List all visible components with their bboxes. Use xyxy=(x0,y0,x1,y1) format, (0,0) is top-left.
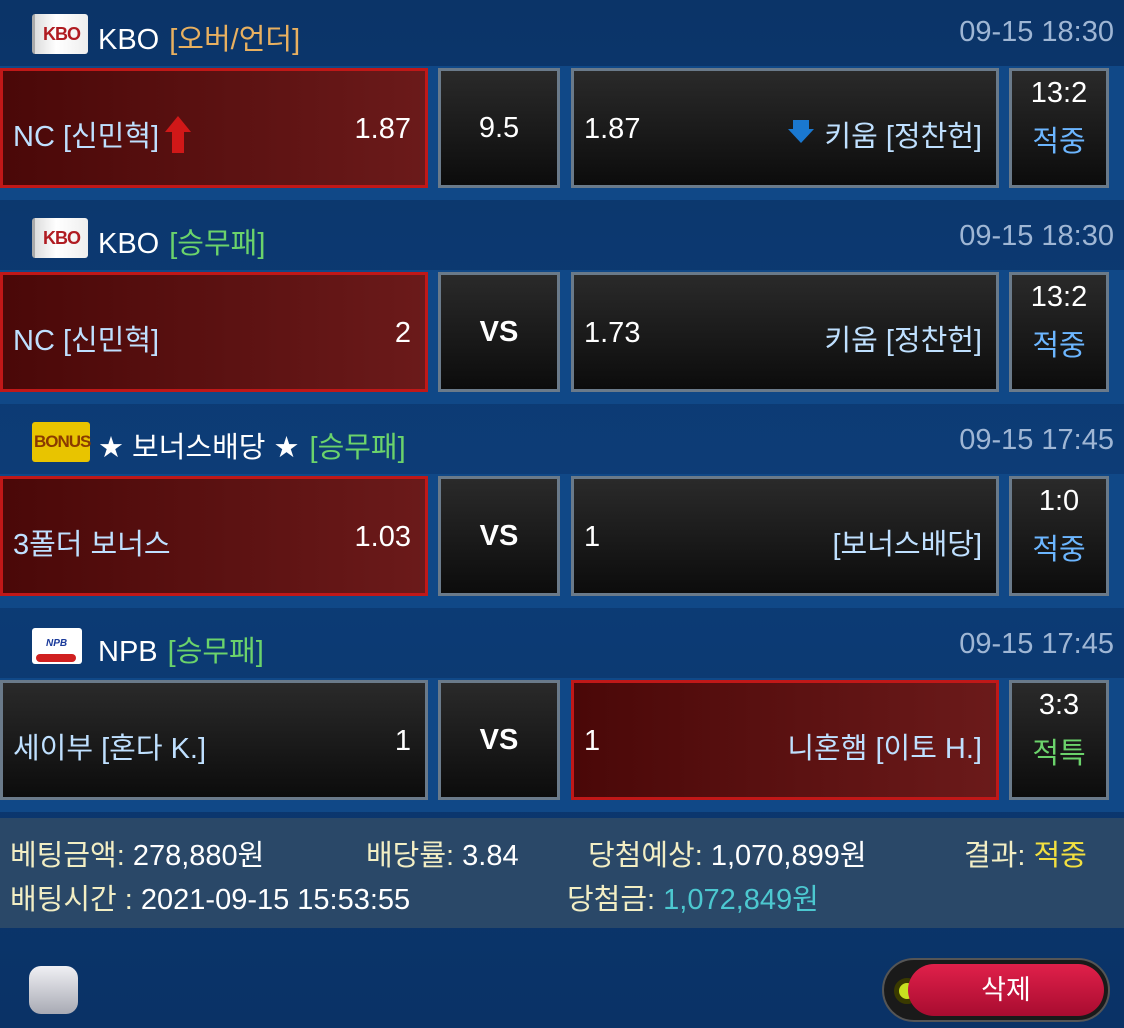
match-score: 1:0 xyxy=(1038,485,1080,517)
home-option[interactable]: NC [신민혁] 2 xyxy=(0,272,428,392)
score-box: 13:2 적중 xyxy=(1009,272,1109,392)
delete-button[interactable]: 삭제 xyxy=(882,958,1110,1022)
match-result: 적중 xyxy=(1032,126,1086,158)
home-option[interactable]: NC [신민혁] 1.87 xyxy=(0,68,428,188)
match-time: 09-15 17:45 xyxy=(959,424,1114,456)
bet-amount: 베팅금액: 278,880원 xyxy=(10,840,265,872)
match-header: KBO KBO [오버/언더] 09-15 18:30 xyxy=(0,0,1124,66)
league-name: KBO [승무패] xyxy=(98,228,266,260)
away-team: 키움 [정찬헌] xyxy=(788,113,982,155)
kbo-logo: KBO xyxy=(32,218,88,258)
home-odds: 1.87 xyxy=(354,113,411,145)
match-score: 13:2 xyxy=(1030,77,1088,109)
bet-time: 배팅시간 : 2021-09-15 15:53:55 xyxy=(10,884,411,916)
middle-option[interactable]: VS xyxy=(438,680,560,800)
arrow-up-icon xyxy=(165,116,192,154)
npb-logo: NPB xyxy=(32,628,82,664)
score-box: 13:2 적중 xyxy=(1009,68,1109,188)
match-result: 적중 xyxy=(1032,534,1086,566)
score-box: 1:0 적중 xyxy=(1009,476,1109,596)
league-name: KBO [오버/언더] xyxy=(98,24,301,56)
home-odds: 1.03 xyxy=(354,521,411,553)
home-option[interactable]: 3폴더 보너스 1.03 xyxy=(0,476,428,596)
match-result: 적특 xyxy=(1032,738,1086,770)
bonus-logo: BONUS xyxy=(32,422,91,462)
away-option[interactable]: 1.73 키움 [정찬헌] xyxy=(571,272,999,392)
away-option[interactable]: 1.87 키움 [정찬헌] xyxy=(571,68,999,188)
away-team: 키움 [정찬헌] xyxy=(824,325,982,357)
away-option[interactable]: 1 니혼햄 [이토 H.] xyxy=(571,680,999,800)
select-checkbox[interactable] xyxy=(29,966,78,1014)
home-team: NC [신민혁] xyxy=(13,325,160,357)
home-odds: 1 xyxy=(394,725,411,757)
total-odds: 배당률: 3.84 xyxy=(366,840,519,872)
kbo-logo: KBO xyxy=(32,14,88,54)
middle-option[interactable]: VS xyxy=(438,272,560,392)
home-team: 3폴더 보너스 xyxy=(13,529,171,561)
bet-item: KBO KBO [오버/언더] 09-15 18:30 NC [신민혁] 1.87… xyxy=(0,0,1124,204)
score-box: 3:3 적특 xyxy=(1009,680,1109,800)
away-odds: 1 xyxy=(584,521,601,553)
middle-option[interactable]: VS xyxy=(438,476,560,596)
home-odds: 2 xyxy=(394,317,411,349)
bet-type: [승무패] xyxy=(167,636,264,668)
match-score: 3:3 xyxy=(1038,689,1080,721)
bet-item: BONUS ★ 보너스배당 ★ [승무패] 09-15 17:45 3폴더 보너스… xyxy=(0,408,1124,612)
bet-result: 결과: 적중 xyxy=(964,840,1087,872)
home-option[interactable]: 세이부 [혼다 K.] 1 xyxy=(0,680,428,800)
bet-summary: 베팅금액: 278,880원 배당률: 3.84 당첨예상: 1,070,899… xyxy=(0,818,1124,928)
home-team: 세이부 [혼다 K.] xyxy=(13,733,207,765)
delete-label: 삭제 xyxy=(908,964,1104,1016)
away-odds: 1.87 xyxy=(584,113,641,145)
bet-item: KBO KBO [승무패] 09-15 18:30 NC [신민혁] 2 VS 1… xyxy=(0,204,1124,408)
bet-item: NPB NPB [승무패] 09-15 17:45 세이부 [혼다 K.] 1 V… xyxy=(0,612,1124,816)
away-team: 니혼햄 [이토 H.] xyxy=(787,733,982,765)
bet-type: [오버/언더] xyxy=(169,24,301,56)
win-amount: 당첨금: 1,072,849원 xyxy=(567,884,819,916)
away-team: [보너스배당] xyxy=(832,529,982,561)
away-option[interactable]: 1 [보너스배당] xyxy=(571,476,999,596)
away-odds: 1.73 xyxy=(584,317,641,349)
arrow-down-icon xyxy=(788,120,815,144)
match-header: BONUS ★ 보너스배당 ★ [승무패] 09-15 17:45 xyxy=(0,408,1124,474)
match-score: 13:2 xyxy=(1030,281,1088,313)
middle-option[interactable]: 9.5 xyxy=(438,68,560,188)
away-odds: 1 xyxy=(584,725,601,757)
bet-type: [승무패] xyxy=(169,228,266,260)
expected-win: 당첨예상: 1,070,899원 xyxy=(588,840,867,872)
league-name: ★ 보너스배당 ★ [승무패] xyxy=(98,432,406,464)
match-result: 적중 xyxy=(1032,330,1086,362)
match-header: NPB NPB [승무패] 09-15 17:45 xyxy=(0,612,1124,678)
match-time: 09-15 18:30 xyxy=(959,16,1114,48)
match-time: 09-15 18:30 xyxy=(959,220,1114,252)
match-header: KBO KBO [승무패] 09-15 18:30 xyxy=(0,204,1124,270)
home-team: NC [신민혁] xyxy=(13,113,192,155)
league-name: NPB [승무패] xyxy=(98,636,264,668)
bet-type: [승무패] xyxy=(309,432,406,464)
match-time: 09-15 17:45 xyxy=(959,628,1114,660)
